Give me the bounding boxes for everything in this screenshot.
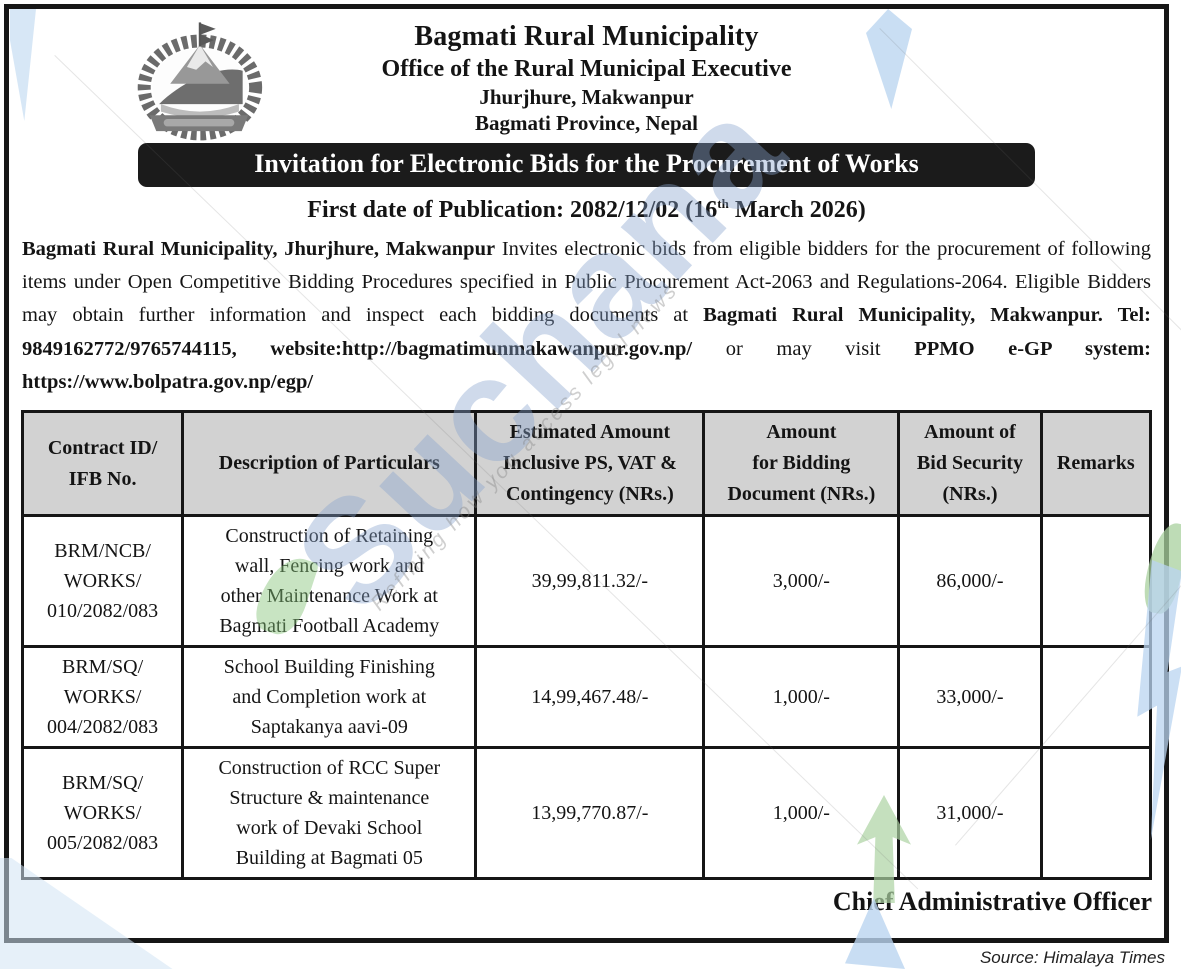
cell-remarks (1039, 746, 1153, 881)
header-contract-id: Contract ID/ IFB No. (20, 410, 185, 518)
cell-bidding-document-amount: 3,000/- (702, 514, 901, 649)
cell-bidding-document-amount: 1,000/- (702, 645, 901, 750)
table-row: BRM/NCB/ WORKS/ 010/2082/083 Constructio… (20, 514, 1153, 649)
header-remarks: Remarks (1039, 410, 1153, 518)
cell-contract-id: BRM/NCB/ WORKS/ 010/2082/083 (20, 514, 185, 649)
cell-estimated-amount: 39,99,811.32/- (474, 514, 706, 649)
intro-segment-2: or may visit (692, 337, 915, 360)
table-header-row: Contract ID/ IFB No. Description of Part… (20, 410, 1153, 518)
cell-contract-id: BRM/SQ/ WORKS/ 004/2082/083 (20, 645, 185, 750)
cell-description: Construction of Retaining wall, Fencing … (181, 514, 478, 649)
org-name: Bagmati Rural Municipality (414, 21, 759, 52)
cell-remarks (1039, 514, 1153, 649)
publication-date-line: First date of Publication: 2082/12/02 (1… (9, 196, 1164, 224)
publication-date-ordinal: th (717, 196, 729, 211)
intro-segment-1: Invites electronic bids from eligible bi… (22, 238, 1151, 327)
intro-bold-contact: Bagmati Rural Municipality, Makwanpur. T… (22, 304, 1151, 360)
notice-title-banner: Invitation for Electronic Bids for the P… (138, 143, 1035, 187)
cell-description: School Building Finishing and Completion… (181, 645, 478, 750)
notice-document: Bagmati Rural Municipality Office of the… (4, 4, 1169, 943)
cell-remarks (1039, 645, 1153, 750)
header-bid-security: Amount of Bid Security (NRs.) (897, 410, 1043, 518)
intro-paragraph: Bagmati Rural Municipality, Jhurjhure, M… (22, 233, 1151, 399)
table-row: BRM/SQ/ WORKS/ 004/2082/083 School Build… (20, 645, 1153, 750)
cell-estimated-amount: 13,99,770.87/- (474, 746, 706, 881)
letterhead: Bagmati Rural Municipality Office of the… (9, 13, 1164, 141)
source-credit: Source: Himalaya Times (979, 948, 1165, 967)
cell-bid-security: 31,000/- (897, 746, 1043, 881)
cell-description: Construction of RCC Super Structure & ma… (181, 746, 478, 881)
cell-contract-id: BRM/SQ/ WORKS/ 005/2082/083 (20, 746, 185, 881)
signature-title: Chief Administrative Officer (832, 887, 1152, 917)
cell-bid-security: 86,000/- (897, 514, 1043, 649)
nepal-emblem-logo (137, 22, 263, 141)
header-description: Description of Particulars (181, 410, 478, 518)
publication-date-suffix: March 2026) (728, 197, 866, 223)
cell-bidding-document-amount: 1,000/- (702, 746, 901, 881)
table-row: BRM/SQ/ WORKS/ 005/2082/083 Construction… (20, 746, 1153, 881)
publication-date-prefix: First date of Publication: 2082/12/02 (1… (307, 197, 718, 223)
intro-bold-egp-link: PPMO e-GP system: https://www.bolpatra.g… (22, 337, 1152, 393)
notice-content: Bagmati Rural Municipality Office of the… (9, 9, 1164, 938)
address-line: Jhurjhure, Makwanpur (479, 85, 694, 109)
office-name: Office of the Rural Municipal Executive (381, 56, 792, 82)
intro-bold-lead: Bagmati Rural Municipality, Jhurjhure, M… (22, 238, 496, 260)
cell-bid-security: 33,000/- (897, 645, 1043, 750)
header-estimated-amount: Estimated Amount Inclusive PS, VAT & Con… (474, 410, 706, 518)
province-line: Bagmati Province, Nepal (474, 111, 698, 135)
cell-estimated-amount: 14,99,467.48/- (474, 645, 706, 750)
bids-table: Contract ID/ IFB No. Description of Part… (20, 410, 1153, 881)
header-bidding-document-amount: Amount for Bidding Document (NRs.) (702, 410, 901, 518)
